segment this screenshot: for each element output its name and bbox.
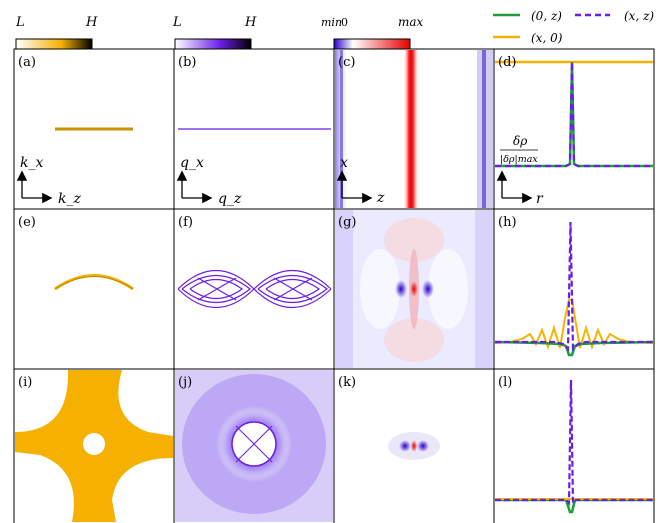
panel-g-pattern-left — [360, 249, 400, 329]
panel-g-pattern-bottom — [384, 318, 444, 362]
panel-d-x-label: r — [536, 191, 544, 207]
panel-i: (i) — [13, 368, 175, 523]
legend-label-0z: (0, z) — [531, 9, 562, 23]
panel-b: (b) q_x q_z — [173, 48, 335, 210]
panel-h-curve-0z — [494, 340, 654, 357]
panel-d-y-label-num: δρ — [513, 134, 527, 148]
panel-h-curve-x0 — [494, 299, 654, 351]
panel-l: (l) — [493, 368, 655, 523]
panel-b-x-label: q_z — [218, 191, 242, 207]
colorbar-div-zero-label: 0 — [341, 16, 348, 29]
panel-j: (j) — [173, 368, 335, 523]
panel-l-curve-xz — [495, 379, 653, 506]
panel-d-y-label-den: |δρ|max — [500, 154, 538, 165]
panel-a-letter: (a) — [18, 55, 36, 70]
panel-b-y-label: q_x — [180, 155, 204, 171]
panel-g-band-left — [335, 210, 353, 368]
panel-g-pattern-right — [428, 249, 468, 329]
panel-i-hole — [83, 433, 105, 455]
panel-k: (k) — [333, 368, 495, 523]
panel-g: (g) — [333, 208, 495, 370]
panel-a: (a) k_x k_z — [13, 48, 175, 210]
colorbar-orange-high-label: H — [85, 15, 98, 30]
panel-b-letter: (b) — [178, 55, 196, 70]
panel-k-blue-right — [417, 440, 429, 452]
panel-c-x-label: z — [376, 190, 385, 206]
legend: (0, z) (x, z) (x, 0) — [493, 9, 654, 45]
panel-a-y-label: k_x — [20, 155, 43, 171]
colorbar-div-bar — [333, 38, 411, 50]
colorbar-div-min-label: min — [321, 16, 342, 29]
panel-c-stripe-blue-left-core — [340, 50, 343, 208]
panel-g-blue-left — [395, 280, 407, 298]
panel-j-cross — [235, 425, 273, 463]
panel-f-nesting-lens — [177, 269, 332, 309]
panel-a-x-label: k_z — [58, 191, 81, 207]
panel-c-y-label: x — [340, 155, 348, 171]
panel-g-letter: (g) — [338, 215, 356, 230]
colorbar-div-max-label: max — [398, 15, 424, 29]
panel-a-fermi-line — [55, 127, 133, 131]
colorbar-purple-high-label: H — [244, 15, 257, 30]
panel-e-frame — [13, 208, 175, 370]
colorbar-purple-low-label: L — [172, 15, 182, 30]
panel-c-stripe-blue-right-core — [482, 50, 486, 208]
panel-d-curve-xz — [495, 61, 653, 168]
panel-h-curve-xz — [495, 221, 653, 352]
colorbar-purple: L H — [172, 15, 257, 50]
panel-c-stripe-red — [403, 50, 419, 208]
panel-e-letter: (e) — [18, 215, 36, 230]
legend-label-x0: (x, 0) — [531, 31, 563, 45]
panel-j-letter: (j) — [178, 375, 192, 390]
panel-d-letter: (d) — [498, 55, 516, 70]
panel-f: (f) — [173, 208, 335, 370]
colorbar-diverging: min 0 max — [321, 15, 424, 50]
panel-e: (e) — [13, 208, 175, 370]
colorbar-orange-low-label: L — [15, 15, 25, 30]
panel-g-red-center — [410, 281, 418, 297]
legend-label-xz: (x, z) — [624, 9, 654, 23]
colorbar-purple-bar — [174, 38, 252, 50]
panel-h-letter: (h) — [498, 215, 517, 230]
colorbar-orange-bar — [15, 38, 93, 50]
panel-f-letter: (f) — [178, 215, 193, 230]
panel-g-band-right — [475, 210, 493, 368]
panel-g-blue-right — [422, 280, 434, 298]
panel-k-red-center — [410, 440, 418, 452]
colorbar-orange: L H — [15, 15, 98, 50]
panel-k-blue-left — [399, 440, 411, 452]
panel-c-letter: (c) — [338, 55, 355, 70]
panel-g-pattern-top — [384, 218, 444, 262]
panel-h: (h) — [493, 208, 655, 370]
panel-d: (d) δρ |δρ|max r — [493, 48, 655, 210]
panel-c: (c) x z — [333, 48, 495, 210]
panel-e-fermi-arc-edge — [54, 276, 134, 290]
panel-k-letter: (k) — [338, 375, 356, 390]
panel-l-letter: (l) — [498, 375, 512, 390]
panel-i-letter: (i) — [18, 375, 32, 390]
